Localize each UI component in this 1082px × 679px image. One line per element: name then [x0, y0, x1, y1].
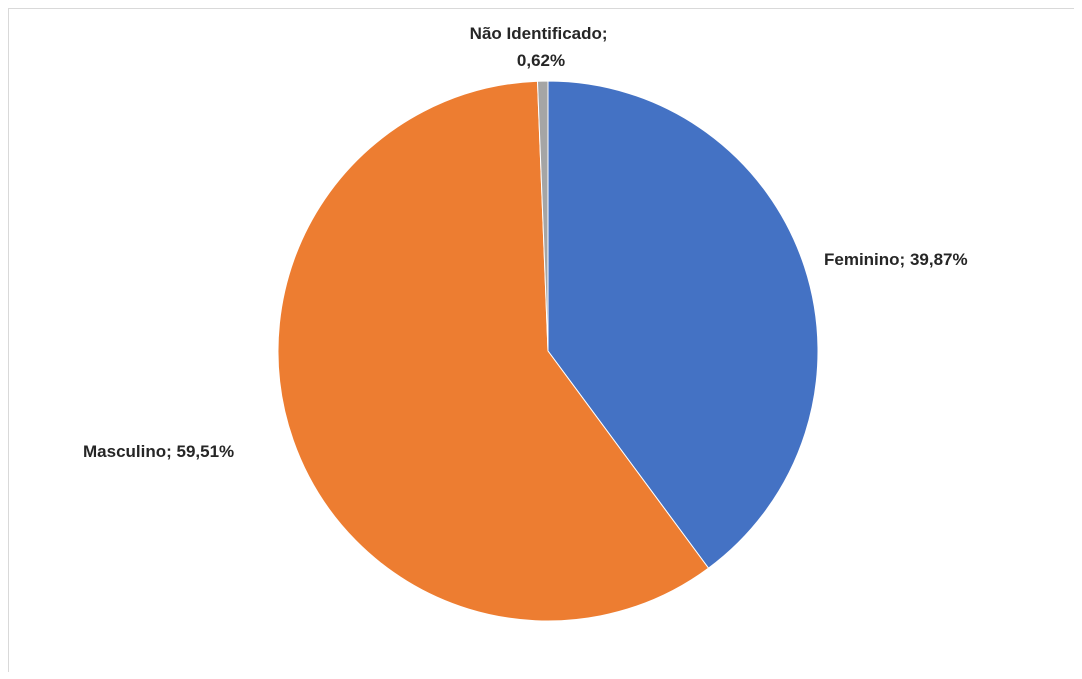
- label-feminino: Feminino; 39,87%: [824, 250, 968, 269]
- pie-slice-masculino: [277, 80, 710, 622]
- label-nao-identificado-line1: Não Identificado;: [470, 24, 608, 43]
- slice-labels: Feminino; 39,87% Masculino; 59,51% Não I…: [83, 24, 968, 461]
- label-masculino: Masculino; 59,51%: [83, 442, 234, 461]
- pie-slices: [277, 80, 819, 622]
- label-nao-identificado: Não Identificado; 0,62%: [470, 24, 613, 70]
- pie-slice-feminino: [547, 80, 819, 569]
- pie-slice-nao-identificado: [536, 80, 549, 352]
- label-nao-identificado-line2: 0,62%: [517, 51, 565, 70]
